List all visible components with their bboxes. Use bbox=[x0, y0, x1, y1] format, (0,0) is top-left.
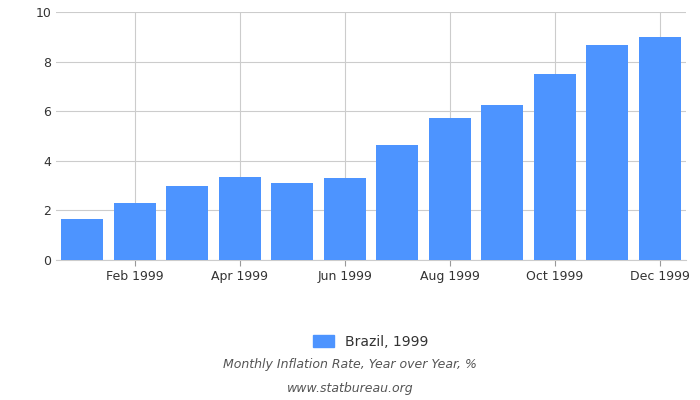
Bar bbox=[482, 104, 524, 260]
Text: www.statbureau.org: www.statbureau.org bbox=[287, 382, 413, 395]
Bar bbox=[533, 74, 575, 260]
Bar bbox=[113, 204, 155, 260]
Bar bbox=[272, 183, 314, 260]
Bar bbox=[587, 46, 629, 260]
Bar bbox=[218, 177, 260, 260]
Legend: Brazil, 1999: Brazil, 1999 bbox=[308, 329, 434, 354]
Bar bbox=[377, 145, 419, 260]
Bar bbox=[167, 186, 209, 260]
Bar bbox=[638, 37, 680, 260]
Text: Monthly Inflation Rate, Year over Year, %: Monthly Inflation Rate, Year over Year, … bbox=[223, 358, 477, 371]
Bar bbox=[428, 118, 470, 260]
Bar bbox=[323, 178, 365, 260]
Bar bbox=[62, 219, 104, 260]
